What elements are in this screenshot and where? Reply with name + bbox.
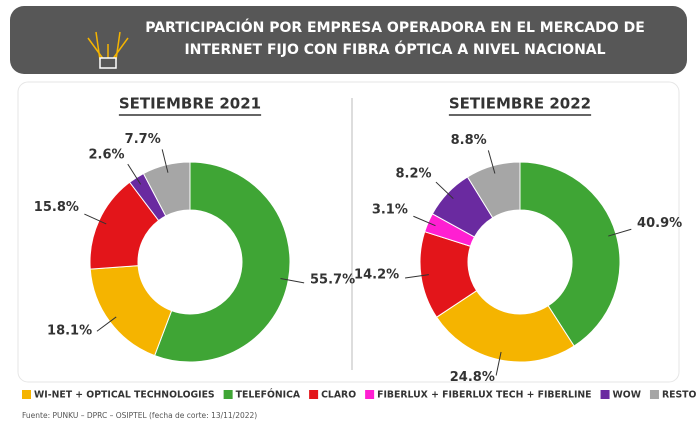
legend-label: FIBERLUX + FIBERLUX TECH + FIBERLINE (377, 390, 591, 401)
value-label: 15.8% (34, 200, 79, 215)
leader-line (608, 228, 632, 237)
donut-segment (153, 161, 291, 363)
title-line: PARTICIPACIÓN POR EMPRESA OPERADORA EN E… (145, 18, 645, 36)
value-label: 18.1% (47, 323, 92, 338)
value-label: 8.2% (396, 166, 432, 181)
value-label: 55.7% (310, 272, 355, 287)
legend-label: TELEFÓNICA (236, 389, 301, 401)
leader-line (413, 215, 436, 227)
value-label: 24.8% (450, 370, 495, 385)
leader-line (96, 316, 117, 332)
leader-line (487, 150, 496, 174)
legend-swatch (600, 390, 610, 399)
legend-swatch (365, 390, 375, 399)
value-label: 8.8% (451, 133, 487, 148)
value-label: 14.2% (354, 267, 399, 282)
legend-swatch (649, 390, 659, 399)
legend-label: WOW (613, 390, 641, 401)
leader-line (84, 213, 107, 225)
leader-line (405, 274, 429, 279)
source-note: Fuente: PUNKU – DPRC – OSIPTEL (fecha de… (22, 411, 257, 420)
leader-line (127, 163, 142, 185)
legend-label: RESTO (662, 390, 697, 401)
value-label: 2.6% (89, 148, 125, 163)
legend-label: CLARO (321, 390, 356, 401)
legend-swatch (309, 390, 319, 399)
donut-segment (466, 161, 521, 219)
header-band (10, 6, 687, 74)
value-label: 40.9% (637, 216, 682, 231)
legend-swatch (223, 390, 233, 399)
legend-label: WI-NET + OPTICAL TECHNOLOGIES (34, 390, 215, 401)
title-line: INTERNET FIJO CON FIBRA ÓPTICA A NIVEL N… (184, 40, 605, 58)
donut-segment (142, 161, 191, 217)
chart-title: SETIEMBRE 2022 (449, 95, 591, 113)
value-label: 7.7% (125, 132, 161, 147)
chart-title: SETIEMBRE 2021 (119, 95, 261, 113)
leader-line (495, 351, 502, 376)
leader-line (161, 149, 169, 173)
donut-segment (435, 289, 575, 363)
leader-line (435, 181, 454, 199)
donut-segment (519, 161, 621, 347)
panel (17, 81, 680, 383)
leader-line (280, 278, 305, 284)
value-label: 3.1% (372, 202, 408, 217)
fiber-icon (87, 31, 129, 69)
legend-swatch (22, 390, 31, 399)
